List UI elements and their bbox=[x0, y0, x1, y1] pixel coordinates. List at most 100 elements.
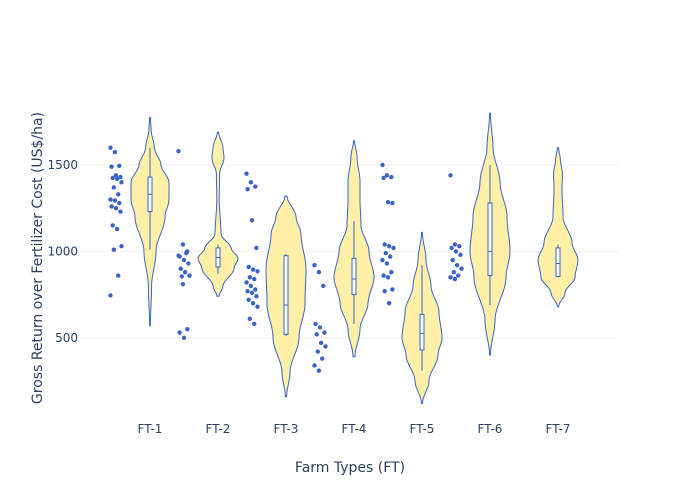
y-tick-label: 1000 bbox=[47, 244, 78, 258]
y-tick-labels: 500 1000 1500 bbox=[47, 158, 78, 345]
data-point bbox=[245, 288, 250, 294]
data-point bbox=[181, 335, 187, 340]
data-point bbox=[386, 301, 392, 306]
data-point bbox=[381, 273, 386, 278]
data-point bbox=[186, 261, 191, 266]
data-point bbox=[184, 250, 189, 256]
data-point bbox=[179, 274, 184, 279]
data-point bbox=[390, 287, 395, 292]
point-layer bbox=[108, 145, 464, 373]
data-point bbox=[187, 273, 192, 278]
data-point bbox=[316, 269, 322, 275]
data-point bbox=[323, 344, 328, 349]
data-point bbox=[321, 283, 326, 289]
data-point bbox=[248, 283, 254, 289]
data-point bbox=[246, 264, 251, 270]
data-point bbox=[246, 297, 251, 302]
data-point bbox=[108, 145, 113, 150]
data-point bbox=[322, 330, 327, 335]
data-point bbox=[112, 149, 118, 155]
violin-layer bbox=[130, 112, 579, 404]
data-point bbox=[315, 349, 320, 354]
y-tick-label: 1500 bbox=[47, 158, 78, 172]
data-point bbox=[114, 226, 120, 232]
data-point bbox=[384, 261, 390, 266]
data-point bbox=[380, 162, 385, 168]
data-point bbox=[119, 244, 124, 249]
data-point bbox=[178, 266, 183, 271]
data-point bbox=[454, 263, 460, 268]
data-point bbox=[254, 294, 259, 299]
data-point bbox=[113, 206, 119, 211]
data-point bbox=[458, 252, 463, 258]
data-point bbox=[109, 164, 114, 169]
data-point bbox=[316, 368, 322, 373]
data-point bbox=[388, 254, 393, 259]
data-point bbox=[108, 293, 113, 298]
y-tick-label: 500 bbox=[55, 331, 78, 345]
data-point bbox=[382, 288, 387, 294]
data-point bbox=[176, 148, 181, 154]
y-axis-title: Gross Return over Fertilizer Cost (US$/h… bbox=[30, 112, 46, 404]
data-point bbox=[450, 257, 455, 263]
data-point bbox=[253, 287, 258, 292]
data-point bbox=[313, 321, 318, 327]
data-point bbox=[114, 176, 120, 182]
data-point bbox=[109, 204, 114, 209]
data-point bbox=[112, 198, 118, 203]
data-point bbox=[247, 275, 252, 280]
data-point bbox=[451, 269, 456, 275]
data-point bbox=[448, 275, 453, 280]
data-point bbox=[317, 325, 323, 330]
data-point bbox=[385, 199, 391, 205]
data-point bbox=[245, 186, 250, 192]
data-point bbox=[254, 245, 259, 251]
data-point bbox=[391, 245, 396, 251]
data-point bbox=[247, 316, 252, 321]
data-point bbox=[253, 184, 258, 189]
data-point bbox=[110, 175, 115, 181]
data-point bbox=[382, 242, 387, 247]
data-point bbox=[177, 330, 182, 335]
x-tick-label: FT-6 bbox=[478, 422, 503, 436]
data-point bbox=[381, 175, 386, 181]
data-point bbox=[385, 275, 391, 280]
data-point bbox=[389, 269, 394, 275]
data-point bbox=[181, 257, 187, 263]
data-point bbox=[457, 244, 462, 249]
data-point bbox=[176, 253, 181, 258]
data-point bbox=[117, 163, 122, 169]
data-point bbox=[116, 273, 121, 278]
data-point bbox=[116, 192, 121, 197]
data-point bbox=[252, 321, 257, 327]
data-point bbox=[452, 276, 458, 282]
data-point bbox=[180, 282, 186, 287]
data-point bbox=[182, 269, 188, 275]
violin-FT-7 bbox=[537, 147, 579, 308]
data-point bbox=[453, 249, 459, 254]
x-tick-label: FT-2 bbox=[206, 422, 231, 436]
data-point bbox=[250, 301, 256, 306]
x-tick-labels: FT-1 FT-2 FT-3 FT-4 FT-5 FT-6 FT-7 bbox=[138, 422, 571, 436]
x-axis-title: Farm Types (FT) bbox=[295, 460, 405, 476]
data-point bbox=[318, 340, 324, 346]
data-point bbox=[320, 356, 325, 361]
x-tick-label: FT-3 bbox=[274, 422, 299, 436]
data-point bbox=[108, 197, 113, 202]
data-point bbox=[452, 242, 458, 247]
data-point bbox=[448, 173, 453, 178]
data-point bbox=[180, 242, 186, 247]
data-point bbox=[118, 174, 123, 180]
data-point bbox=[314, 332, 319, 337]
data-point bbox=[185, 326, 190, 332]
data-point bbox=[250, 267, 256, 272]
data-point bbox=[389, 174, 394, 180]
data-point bbox=[390, 200, 395, 206]
data-point bbox=[252, 276, 257, 282]
data-point bbox=[312, 363, 317, 368]
data-point bbox=[118, 209, 123, 214]
box-FT-5 bbox=[419, 313, 425, 351]
data-point bbox=[117, 200, 122, 206]
box-FT-7 bbox=[555, 247, 561, 277]
data-point bbox=[383, 250, 388, 256]
